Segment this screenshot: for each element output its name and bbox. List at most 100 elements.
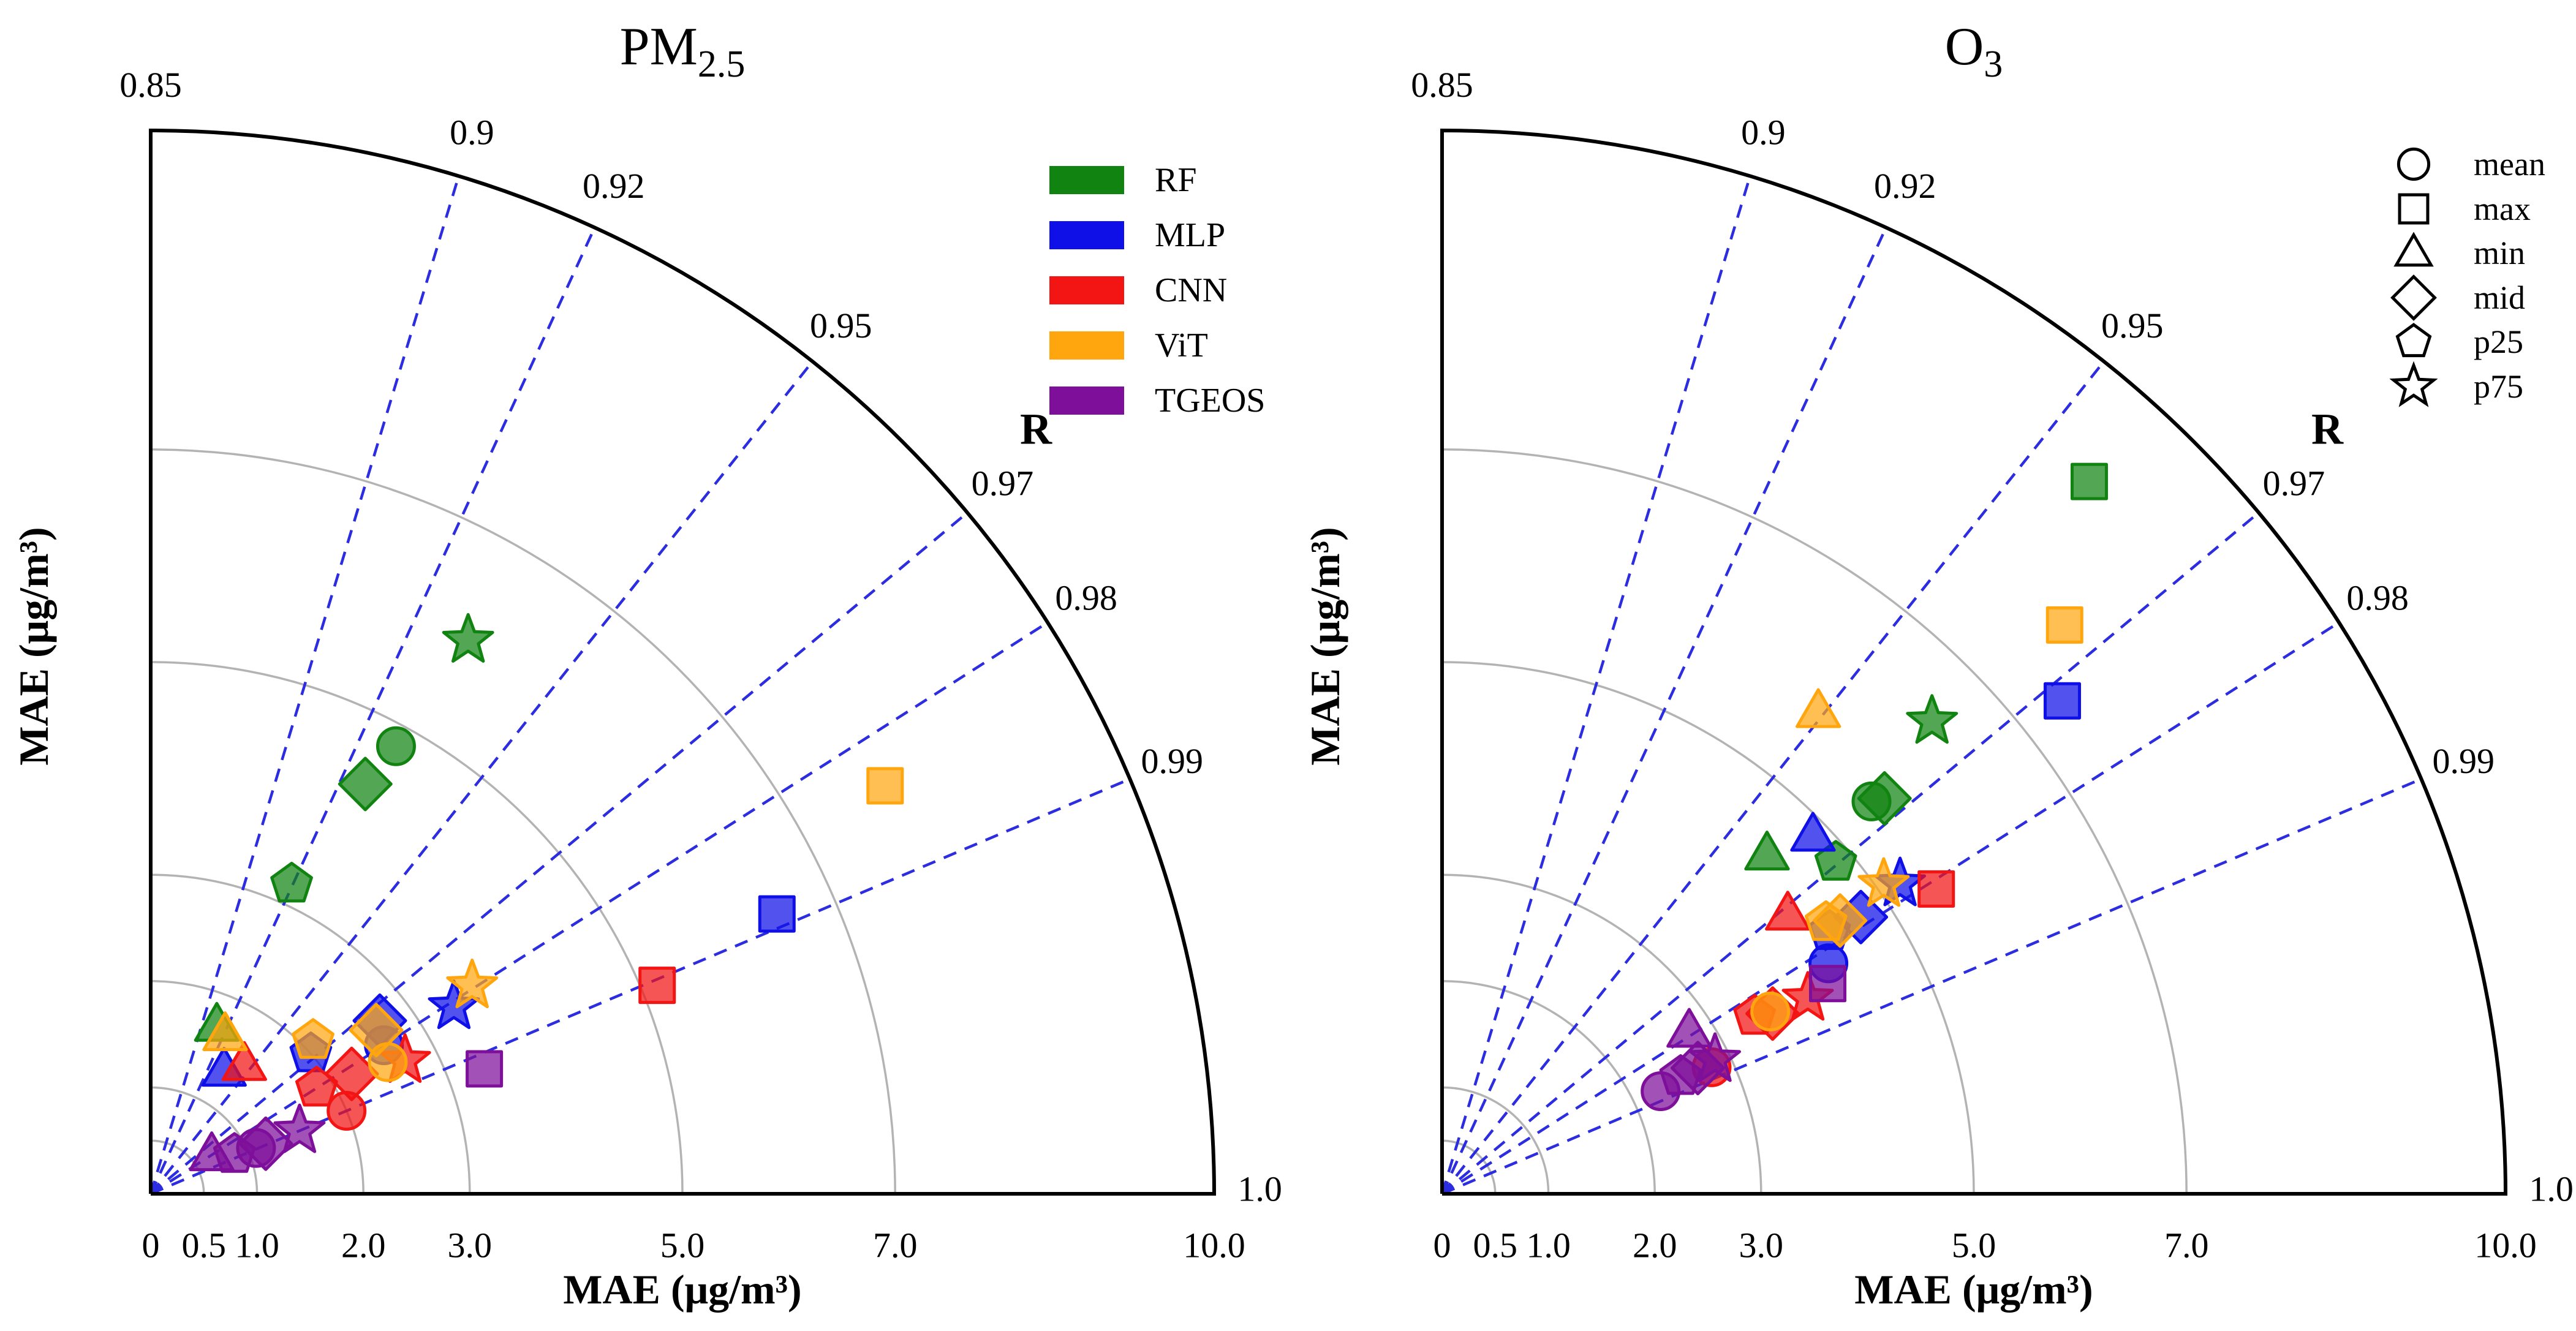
r-tick-label-1.0: 1.0: [2529, 1169, 2574, 1209]
marker-TGEOS-mean: [236, 1128, 276, 1168]
panel-o3: 0.850.90.920.950.970.980.991.0R0 0.5 1.0 2.…: [1302, 17, 2574, 1313]
marker-TGEOS-max: [1808, 965, 1846, 1003]
marker-MLP-max: [2043, 682, 2081, 720]
marker-RF-p75: [1906, 694, 1958, 744]
legend-stats: mean max min mid p25 p75: [2389, 146, 2545, 407]
r-ray-0.99: [1441, 777, 2422, 1196]
legend-swatch-RF: [1049, 166, 1124, 194]
mae-tick-label-7.0: 7.0: [873, 1226, 918, 1265]
marker-ViT-max: [866, 767, 904, 805]
marker-ViT-mid: [1813, 893, 1868, 948]
x-axis-label: MAE (μg/m³): [1854, 1266, 2093, 1313]
legend-shape-p25: [2395, 323, 2432, 358]
mae-tick-label-3.0: 3.0: [1739, 1226, 1784, 1265]
r-ray-0.97: [149, 511, 969, 1195]
grid-arc-mae-5: [150, 661, 684, 1194]
legend-label-p75: p75: [2474, 368, 2523, 405]
series-TGEOS: [1641, 965, 1846, 1111]
r-ray-0.95: [149, 360, 814, 1195]
r-tick-label-0.9: 0.9: [1741, 113, 1786, 153]
panel-title: PM2.5: [620, 17, 746, 85]
grid-arc-mae-5: [1441, 661, 1975, 1194]
series-RF: [1744, 462, 2108, 881]
legend-swatch-MLP: [1049, 221, 1124, 249]
r-tick-label-0.92: 0.92: [583, 166, 645, 206]
mae-tick-label-3.0: 3.0: [448, 1226, 493, 1265]
legend-shape-mid: [2390, 274, 2437, 321]
series-MLP: [201, 895, 796, 1087]
grid-arc-mae-0.5: [1441, 1139, 1497, 1194]
x-axis-label: MAE (μg/m³): [563, 1266, 801, 1313]
marker-ViT-mean: [368, 1042, 408, 1082]
marker-RF-p75: [442, 613, 494, 663]
r-tick-label-1.0: 1.0: [1237, 1169, 1282, 1209]
r-ray-0.95: [1441, 360, 2106, 1195]
legend-models: RF MLP CNN ViT TGEOS: [1049, 161, 1265, 420]
marker-MLP-max: [758, 895, 796, 933]
marker-CNN-mean: [327, 1091, 367, 1131]
r-ray-0.92: [1440, 227, 1887, 1194]
mae-tick-label-0.5: 0.5: [1473, 1226, 1518, 1265]
grid-arc-mae-7: [150, 448, 896, 1194]
legend-label-p25: p25: [2474, 323, 2523, 360]
marker-RF-mean: [376, 726, 416, 766]
r-tick-label-0.98: 0.98: [1055, 578, 1117, 618]
marker-CNN-max: [638, 967, 676, 1005]
legend-label-mean: mean: [2474, 146, 2545, 183]
marker-ViT-min: [1796, 688, 1841, 728]
r-ray-0.9: [149, 175, 460, 1194]
legend-label-RF: RF: [1155, 161, 1197, 199]
legend-swatch-TGEOS: [1049, 386, 1124, 415]
r-tick-label-0.9: 0.9: [450, 113, 494, 153]
grid-arc-mae-3: [1441, 873, 1762, 1194]
marker-CNN-min: [1765, 891, 1811, 931]
marker-TGEOS-mean: [1641, 1071, 1681, 1111]
r-tick-label-0.95: 0.95: [2101, 306, 2164, 345]
r-ray-0.98: [1441, 621, 2340, 1195]
marker-TGEOS-min: [1666, 1008, 1712, 1048]
marker-RF-mean: [1851, 781, 1892, 821]
marker-MLP-min: [1790, 812, 1836, 852]
y-axis-label: MAE (μg/m³): [1302, 527, 1348, 765]
legend-swatch-ViT: [1049, 331, 1124, 360]
r-tick-label-0.99: 0.99: [2432, 741, 2495, 781]
axes-boundary: [1440, 128, 2508, 1196]
marker-ViT-p75: [446, 959, 499, 1008]
r-axis-title: R: [1020, 405, 1052, 454]
marker-RF-mid: [338, 756, 393, 812]
r-axis-title: R: [2311, 405, 2344, 454]
mae-tick-label-2.0: 2.0: [341, 1226, 386, 1265]
r-tick-label-0.99: 0.99: [1141, 741, 1203, 781]
mae-tick-label-0: 0: [142, 1226, 160, 1265]
mae-tick-label-5.0: 5.0: [660, 1226, 705, 1265]
grid-arc-mae-1: [1441, 1086, 1550, 1194]
series-ViT: [1750, 606, 2083, 1031]
r-tick-label-0.95: 0.95: [810, 306, 872, 345]
legend-shape-max: [2398, 193, 2430, 225]
series-ViT: [202, 767, 904, 1082]
mae-tick-label-0: 0: [1433, 1226, 1451, 1265]
r-tick-label-0.98: 0.98: [2346, 578, 2409, 618]
grid-arc-mae-3: [150, 873, 471, 1194]
legend-label-max: max: [2474, 190, 2531, 227]
marker-RF-min: [1744, 831, 1790, 871]
legend-label-min: min: [2474, 235, 2525, 271]
r-tick-label-0.92: 0.92: [1874, 166, 1936, 206]
axes-boundary: [149, 128, 1217, 1196]
mae-tick-label-10.0: 10.0: [1183, 1226, 1245, 1265]
marker-TGEOS-max: [466, 1050, 504, 1088]
grid-arc-mae-7: [1441, 448, 2188, 1194]
mae-tick-label-1.0: 1.0: [1526, 1226, 1571, 1265]
grid-arc-mae-2: [1441, 980, 1656, 1194]
legend-shape-mean: [2397, 147, 2431, 181]
legend-shape-p75: [2389, 361, 2438, 407]
legend-swatch-CNN: [1049, 276, 1124, 304]
r-tick-label-0.97: 0.97: [972, 464, 1034, 503]
legend-label-TGEOS: TGEOS: [1155, 382, 1265, 420]
legend-label-mid: mid: [2474, 279, 2525, 316]
mae-tick-label-2.0: 2.0: [1633, 1226, 1677, 1265]
marker-CNN-min: [221, 1041, 267, 1081]
legend-shape-min: [2393, 232, 2434, 267]
